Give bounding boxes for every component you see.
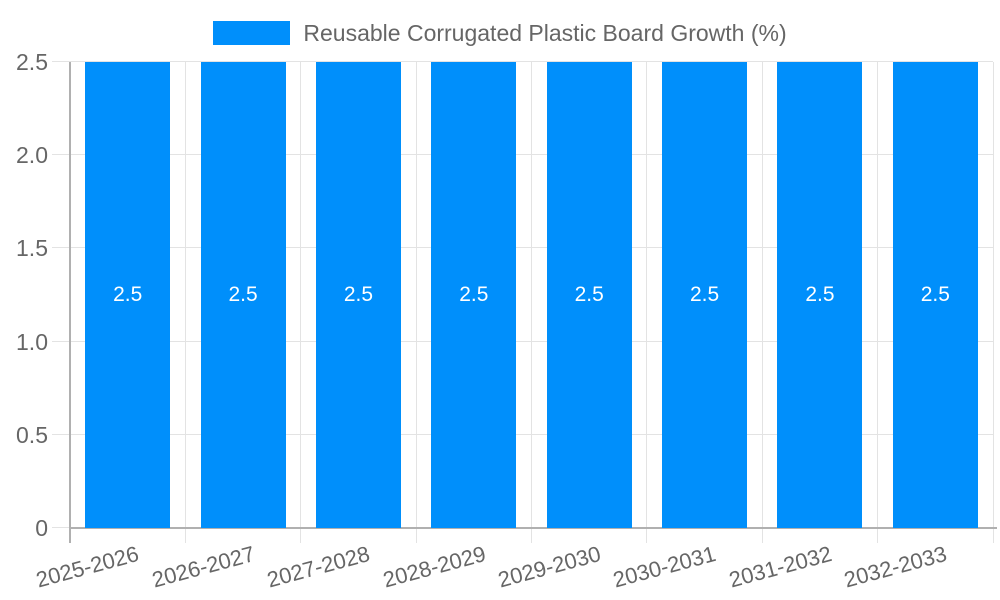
- x-gridline: [300, 62, 302, 543]
- bar[interactable]: 2.5: [431, 62, 517, 528]
- x-gridline: [415, 62, 417, 543]
- x-axis-tick-label: 2029-2030: [495, 541, 604, 593]
- x-axis-tick-label: 2032-2033: [841, 541, 950, 593]
- bar-value-label: 2.5: [228, 283, 258, 306]
- bar-value-label: 2.5: [574, 283, 604, 306]
- y-axis-line: [69, 62, 71, 543]
- bar[interactable]: 2.5: [200, 62, 286, 528]
- x-axis-tick-label: 2030-2031: [610, 541, 719, 593]
- y-gridline: [52, 247, 993, 249]
- legend-marker-icon: [213, 21, 291, 45]
- y-gridline: [52, 340, 993, 342]
- x-gridline: [761, 62, 763, 543]
- legend-label: Reusable Corrugated Plastic Board Growth…: [303, 20, 787, 46]
- x-axis-tick-label: 2031-2032: [726, 541, 835, 593]
- bar-value-label: 2.5: [689, 283, 720, 306]
- x-gridline: [646, 62, 648, 543]
- bar-value-label: 2.5: [459, 283, 489, 306]
- y-gridline: [52, 154, 993, 156]
- y-gridline: [52, 61, 993, 62]
- y-axis-tick-label: 1.5: [16, 235, 48, 262]
- y-axis-tick-label: 1.0: [16, 328, 48, 355]
- bar[interactable]: 2.5: [546, 62, 632, 528]
- bar[interactable]: 2.5: [777, 62, 863, 528]
- x-gridline: [531, 62, 532, 543]
- y-axis-tick-label: 2.0: [16, 142, 48, 169]
- chart-legend[interactable]: Reusable Corrugated Plastic Board Growth…: [0, 20, 1000, 46]
- bar[interactable]: 2.5: [662, 62, 748, 528]
- x-gridline: [877, 62, 879, 543]
- bar[interactable]: 2.5: [315, 62, 401, 528]
- x-axis-tick-label: 2025-2026: [33, 541, 142, 593]
- bar-value-label: 2.5: [343, 283, 374, 306]
- y-axis-tick-label: 2.5: [16, 49, 48, 75]
- x-axis-line: [69, 527, 997, 529]
- x-axis-tick-label: 2028-2029: [379, 541, 489, 593]
- y-axis-tick-label: 0.5: [16, 421, 48, 448]
- y-axis-tick-label: 0: [35, 515, 48, 541]
- bar[interactable]: 2.5: [85, 62, 171, 528]
- x-axis-tick-label: 2026-2027: [149, 541, 258, 593]
- bar-value-label: 2.5: [920, 283, 950, 306]
- bar[interactable]: 2.5: [892, 62, 978, 528]
- x-gridline: [184, 62, 186, 543]
- x-axis-tick-label: 2027-2028: [264, 541, 373, 593]
- bar-value-label: 2.5: [805, 283, 835, 306]
- y-gridline: [52, 433, 993, 435]
- x-gridline: [992, 62, 994, 543]
- bar-value-label: 2.5: [113, 283, 143, 306]
